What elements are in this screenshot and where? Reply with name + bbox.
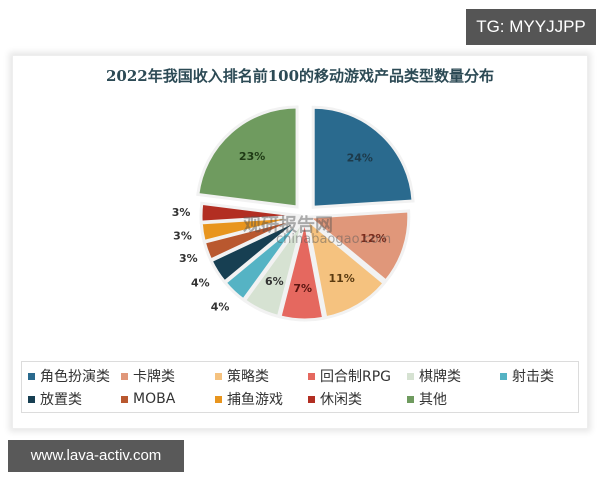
- url-badge: www.lava-activ.com: [8, 440, 184, 472]
- legend-swatch: [308, 372, 315, 380]
- legend-swatch: [215, 395, 222, 403]
- legend-swatch: [121, 372, 128, 380]
- pie-slice-label: 4%: [211, 300, 230, 313]
- legend-swatch: [500, 372, 507, 380]
- legend-item-casual: 休闲类: [308, 387, 362, 411]
- legend-item-strategy: 策略类: [215, 364, 269, 388]
- pie-slice-label: 12%: [360, 232, 386, 245]
- pie-slice-label: 4%: [191, 276, 210, 289]
- legend-swatch: [28, 395, 35, 403]
- legend-item-idle: 放置类: [28, 387, 82, 411]
- pie-slice-label: 3%: [172, 206, 191, 219]
- legend-item-other: 其他: [407, 387, 447, 411]
- legend-item-moba: MOBA: [121, 387, 175, 411]
- pie-slice-label: 3%: [179, 252, 198, 265]
- watermark-logo: 观研报告网: [243, 215, 333, 236]
- legend-item-shooter: 射击类: [500, 364, 554, 388]
- pie-slice-label: 7%: [293, 282, 312, 295]
- chart-legend: 角色扮演类 卡牌类 策略类 回合制RPG 棋牌类 射击类: [21, 361, 579, 413]
- pie-slice: [311, 105, 415, 209]
- pie-slice: [199, 201, 302, 224]
- legend-swatch: [215, 372, 222, 380]
- pie-slice: [196, 105, 299, 209]
- chart-frame: 2022年我国收入排名前100的移动游戏产品类型数量分布 24% 12% 11% 7%…: [12, 55, 588, 429]
- pie-slice-label: 3%: [173, 229, 192, 242]
- legend-row-2: 放置类 MOBA 捕鱼游戏 休闲类 其他: [22, 387, 578, 411]
- legend-swatch: [121, 395, 128, 403]
- pie-slice: [304, 215, 387, 320]
- legend-item-turn-based-rpg: 回合制RPG: [308, 364, 391, 388]
- pie-slice-label: 11%: [328, 272, 354, 285]
- legend-item-card: 卡牌类: [121, 364, 175, 388]
- legend-swatch: [407, 372, 414, 380]
- pie-slice-label: 6%: [265, 275, 284, 288]
- legend-item-fishing: 捕鱼游戏: [215, 387, 283, 411]
- legend-swatch: [308, 395, 315, 403]
- pie-slice-label: 24%: [347, 152, 373, 165]
- chart-title: 2022年我国收入排名前100的移动游戏产品类型数量分布: [105, 67, 495, 85]
- pie-chart: 24% 12% 11% 7% 6% 4%4% 3% 3% 3% 23%: [172, 105, 415, 322]
- pie-slice: [278, 219, 326, 322]
- legend-item-role-playing: 角色扮演类: [28, 364, 110, 388]
- legend-item-board-card: 棋牌类: [407, 364, 461, 388]
- legend-swatch: [407, 395, 414, 403]
- watermark-url: chinabaogao.com: [276, 232, 392, 247]
- legend-row-1: 角色扮演类 卡牌类 策略类 回合制RPG 棋牌类 射击类: [22, 364, 578, 388]
- tg-badge: TG: MYYJJPP: [466, 9, 596, 45]
- pie-slice-label: 23%: [239, 150, 265, 163]
- pie-slice: [304, 209, 411, 284]
- legend-swatch: [28, 372, 35, 380]
